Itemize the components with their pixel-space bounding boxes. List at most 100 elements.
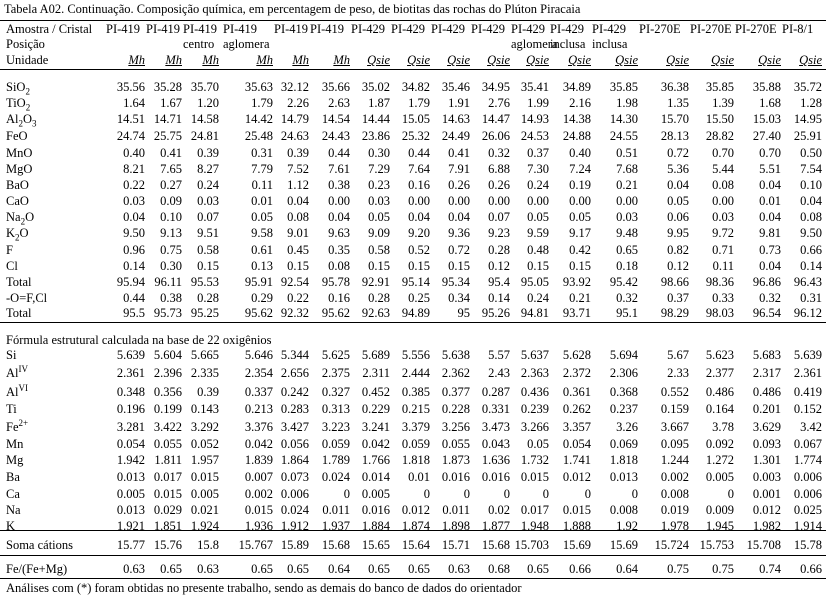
oxide-value: 0.34	[448, 291, 470, 305]
fe-fe-mg-value: 0.66	[800, 562, 822, 576]
oxide-value: 0.16	[328, 291, 350, 305]
oxide-value: 0.50	[800, 146, 822, 160]
cation-value: 5.646	[244, 348, 273, 362]
fe-fe-mg-value: 0.68	[488, 562, 510, 576]
cation-value: 2.33	[667, 366, 689, 380]
oxide-value: 9.36	[448, 226, 470, 240]
soma-value: 15.68	[321, 538, 350, 552]
oxide-label: Cl	[6, 259, 18, 273]
oxide-value: 0.08	[712, 178, 734, 192]
oxide-value: 0.58	[368, 243, 390, 257]
cation-value: 1.884	[361, 519, 390, 533]
cation-value: 2.362	[441, 366, 470, 380]
oxide-value: 14.54	[321, 112, 350, 126]
oxide-value: 0.11	[251, 178, 273, 192]
oxide-value: 14.79	[280, 112, 309, 126]
cation-value: 0.001	[752, 487, 781, 501]
cation-value: 5.638	[441, 348, 470, 362]
sample-header: PI-429	[471, 22, 506, 36]
cation-value: 0.436	[520, 385, 549, 399]
cation-value: 0.016	[481, 470, 510, 484]
cation-value: 0.005	[190, 487, 219, 501]
cation-value: 0.385	[401, 385, 430, 399]
cation-value: 0.452	[361, 385, 390, 399]
cation-value: 0.015	[244, 503, 273, 517]
cation-value: 2.372	[562, 366, 591, 380]
oxide-value: 0.58	[197, 243, 219, 257]
oxide-value: 1.35	[667, 96, 689, 110]
cation-value: 1.924	[190, 519, 219, 533]
unit-header: Mh	[165, 53, 182, 67]
oxide-value: 7.24	[569, 162, 591, 176]
oxide-value: 9.48	[616, 226, 638, 240]
oxide-value: 95.5	[123, 306, 145, 320]
oxide-value: 0.00	[408, 194, 430, 208]
cation-value: 3.256	[441, 420, 470, 434]
oxide-value: 25.32	[401, 129, 430, 143]
cation-value: 0.348	[116, 385, 145, 399]
cation-value: 0.015	[190, 470, 219, 484]
unit-header: Qsie	[367, 53, 390, 67]
oxide-value: 0.12	[488, 259, 510, 273]
oxide-value: 9.51	[197, 226, 219, 240]
oxide-value: 24.55	[609, 129, 638, 143]
cation-value: 0.287	[481, 385, 510, 399]
soma-value: 15.8	[197, 538, 219, 552]
cation-value: 0.215	[401, 402, 430, 416]
oxide-value: 5.44	[712, 162, 734, 176]
oxide-label: Al2O3	[6, 112, 37, 129]
fe-fe-mg-value: 0.63	[448, 562, 470, 576]
oxide-value: 1.64	[123, 96, 145, 110]
fe-fe-mg-value: 0.65	[251, 562, 273, 576]
cation-value: 1.818	[401, 453, 430, 467]
unit-header: Mh	[256, 53, 273, 67]
cation-value: 5.639	[793, 348, 822, 362]
oxide-value: 5.51	[759, 162, 781, 176]
unit-header: Qsie	[568, 53, 591, 67]
fe-fe-mg-value: 0.63	[123, 562, 145, 576]
oxide-value: 0.05	[667, 194, 689, 208]
cation-value: 1.937	[321, 519, 350, 533]
sample-header: PI-8/1	[782, 22, 814, 36]
cation-value: 0.356	[153, 385, 182, 399]
oxide-value: 9.50	[800, 226, 822, 240]
soma-value: 15.71	[441, 538, 470, 552]
cation-value: 0	[503, 487, 510, 501]
cation-value: 3.629	[752, 420, 781, 434]
sample-header: PI-419	[223, 22, 258, 36]
cation-value: 1.272	[705, 453, 734, 467]
oxide-value: 0.07	[197, 210, 219, 224]
unit-header: Mh	[333, 53, 350, 67]
oxide-value: 35.70	[190, 80, 219, 94]
formula-title: Fórmula estrutural calculada na base de …	[6, 333, 272, 347]
header-posicao-label: Posição	[6, 37, 45, 51]
unit-header: Qsie	[711, 53, 734, 67]
oxide-value: 0.26	[448, 178, 470, 192]
cation-value: 0.017	[520, 503, 549, 517]
oxide-value: 95.94	[116, 275, 145, 289]
sample-header: PI-419	[146, 22, 181, 36]
cation-value: 3.422	[153, 420, 182, 434]
oxide-value: 1.39	[712, 96, 734, 110]
oxide-value: 23.86	[361, 129, 390, 143]
cation-value: 5.67	[667, 348, 689, 362]
soma-value: 15.77	[116, 538, 145, 552]
cation-value: 0.069	[609, 437, 638, 451]
oxide-value: 0.28	[368, 291, 390, 305]
cation-value: 5.556	[401, 348, 430, 362]
oxide-value: 9.23	[488, 226, 510, 240]
oxide-value: 9.81	[759, 226, 781, 240]
oxide-value: 95.62	[244, 306, 273, 320]
oxide-value: 27.40	[752, 129, 781, 143]
oxide-value: 0.71	[712, 243, 734, 257]
cation-value: 5.683	[752, 348, 781, 362]
cation-value: 2.354	[244, 366, 273, 380]
cation-value: 1.982	[752, 519, 781, 533]
oxide-value: 0.10	[160, 210, 182, 224]
cation-value: 0.015	[562, 503, 591, 517]
cation-label: Na	[6, 503, 21, 517]
oxide-value: 9.09	[368, 226, 390, 240]
oxide-value: 95.1	[616, 306, 638, 320]
oxide-value: 93.92	[562, 275, 591, 289]
oxide-value: 0.18	[616, 259, 638, 273]
